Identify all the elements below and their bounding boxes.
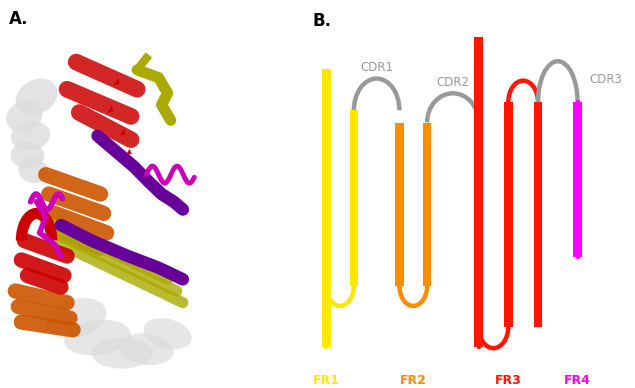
Ellipse shape — [144, 318, 192, 349]
Ellipse shape — [91, 338, 152, 369]
Ellipse shape — [46, 298, 106, 338]
Text: CDR2: CDR2 — [436, 76, 469, 89]
Ellipse shape — [11, 121, 50, 151]
Text: CDR3: CDR3 — [589, 73, 622, 86]
Ellipse shape — [16, 79, 58, 115]
Ellipse shape — [6, 100, 43, 132]
Bar — [423, 123, 432, 286]
Text: CDR1: CDR1 — [360, 61, 393, 74]
Bar — [504, 102, 512, 327]
Ellipse shape — [64, 320, 131, 355]
Text: FR2: FR2 — [400, 374, 427, 387]
Bar — [474, 37, 483, 347]
Bar — [573, 102, 582, 257]
Ellipse shape — [18, 158, 49, 183]
Bar — [349, 110, 358, 286]
Bar — [395, 123, 404, 286]
Bar — [533, 102, 542, 327]
Text: FR1: FR1 — [312, 374, 340, 387]
Text: A.: A. — [9, 10, 29, 28]
Text: B.: B. — [312, 12, 331, 30]
Bar — [322, 69, 331, 347]
Ellipse shape — [11, 142, 44, 169]
Ellipse shape — [119, 333, 173, 365]
Text: FR3: FR3 — [495, 374, 522, 387]
Text: FR4: FR4 — [564, 374, 591, 387]
